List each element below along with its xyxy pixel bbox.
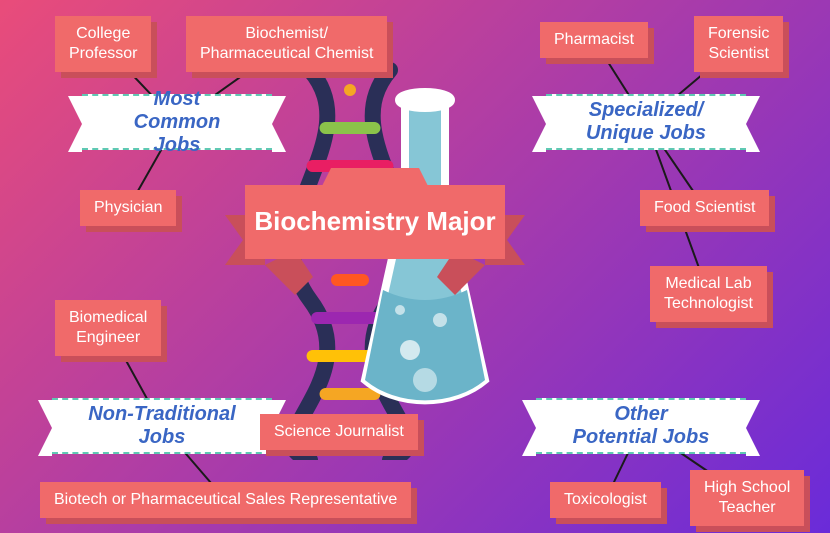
center-title-text: Biochemistry Major xyxy=(254,207,495,237)
center-title: Biochemistry Major xyxy=(245,185,505,259)
category-non-traditional: Non-Traditional Jobs xyxy=(52,398,272,454)
job-sci-journalist: Science Journalist xyxy=(260,414,418,450)
job-physician: Physician xyxy=(80,190,176,226)
category-most-common: Most Common Jobs xyxy=(82,94,272,150)
category-other: Other Potential Jobs xyxy=(536,398,746,454)
job-med-lab: Medical Lab Technologist xyxy=(650,266,767,322)
category-specialized: Specialized/ Unique Jobs xyxy=(546,94,746,150)
job-hs-teacher: High School Teacher xyxy=(690,470,804,526)
job-toxicologist: Toxicologist xyxy=(550,482,661,518)
job-forensic: Forensic Scientist xyxy=(694,16,783,72)
infographic-canvas: Biochemistry Major Most Common Jobs Speci… xyxy=(0,0,830,533)
job-college-professor: College Professor xyxy=(55,16,151,72)
job-food-scientist: Food Scientist xyxy=(640,190,769,226)
job-biochemist: Biochemist/ Pharmaceutical Chemist xyxy=(186,16,387,72)
job-pharmacist: Pharmacist xyxy=(540,22,648,58)
job-biomed-eng: Biomedical Engineer xyxy=(55,300,161,356)
job-biotech-sales: Biotech or Pharmaceutical Sales Represen… xyxy=(40,482,411,518)
